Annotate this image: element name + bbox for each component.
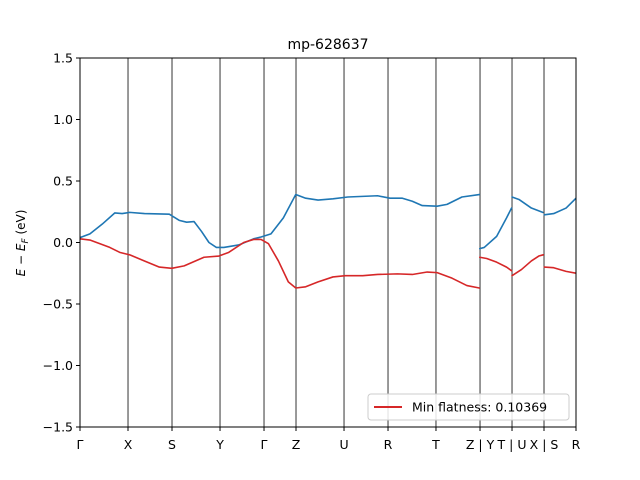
legend: Min flatness: 0.10369 — [367, 393, 570, 421]
y-tick-label: 1.5 — [53, 51, 73, 66]
x-tick-label: Y — [215, 437, 224, 452]
x-tick-label: R — [384, 437, 393, 452]
x-tick-label: U — [339, 437, 348, 452]
legend-label: Min flatness: 0.10369 — [412, 400, 547, 415]
x-tick-label: Γ — [261, 437, 268, 452]
plot-frame — [79, 57, 577, 428]
x-tick-label: Z — [292, 437, 301, 452]
x-tick-label: R — [572, 437, 581, 452]
y-axis-label: E − EF (eV) — [14, 210, 31, 277]
y-tick-label: −0.5 — [43, 297, 73, 312]
legend-box — [367, 393, 570, 421]
x-tick-label: T | U — [497, 437, 527, 452]
band-line-upper — [543, 197, 576, 216]
y-tick-label: −1.5 — [43, 420, 73, 435]
x-tick-label: X — [124, 437, 133, 452]
y-tick-label: −1.0 — [43, 358, 73, 373]
x-tick-label: T — [431, 437, 440, 452]
x-tick-label: S — [168, 437, 176, 452]
band-line-upper — [478, 207, 513, 250]
band-line-lower — [478, 256, 513, 272]
x-tick-label: Γ — [77, 437, 84, 452]
x-tick-label: Z | Y — [466, 437, 495, 452]
y-axis-ticks: −1.5 −1.0 −0.5 0.0 0.5 1.0 1.5 — [43, 51, 80, 435]
kpoint-vertical-lines — [127, 58, 545, 427]
band-line-upper — [80, 193, 481, 249]
band-line-upper — [511, 196, 544, 214]
y-tick-label: 0.5 — [53, 174, 73, 189]
y-tick-label: 1.0 — [53, 112, 73, 127]
x-tick-label: X | S — [530, 437, 559, 452]
bands — [80, 193, 576, 289]
y-tick-label: 0.0 — [53, 235, 73, 250]
chart-title: mp-628637 — [287, 37, 368, 53]
band-line-lower — [80, 238, 481, 289]
band-line-lower — [543, 266, 576, 275]
band-line-lower — [511, 254, 545, 277]
